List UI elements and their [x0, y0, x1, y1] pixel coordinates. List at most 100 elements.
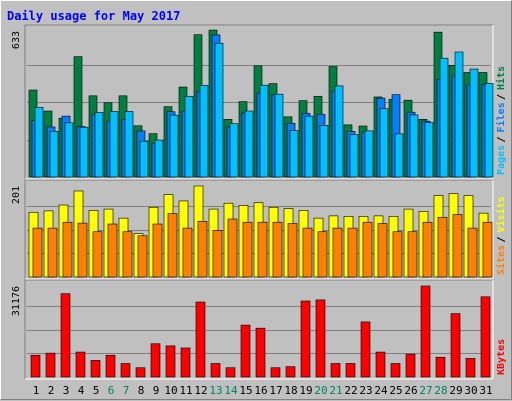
- y-max-label-2: 201: [11, 186, 22, 204]
- bar-sites-day-14: [227, 218, 238, 278]
- bar-pages-day-17: [274, 93, 284, 178]
- y-max-label-3: 31176: [11, 286, 22, 316]
- bar-kbytes-day-1: [30, 354, 41, 378]
- legend-separator-1-1: /: [496, 94, 507, 100]
- bar-pages-day-30: [469, 68, 479, 178]
- bar-pages-day-18: [289, 130, 299, 178]
- legend-hits: Hits: [495, 66, 507, 90]
- bar-pages-day-16: [259, 84, 269, 178]
- x-tick-label-day-16: 16: [254, 384, 267, 397]
- bar-pages-day-3: [64, 122, 74, 178]
- x-tick-label-day-8: 8: [138, 384, 145, 397]
- bar-kbytes-day-19: [300, 300, 311, 378]
- bar-pages-day-6: [109, 111, 119, 178]
- bar-kbytes-day-23: [360, 321, 371, 378]
- bar-kbytes-day-20: [315, 299, 326, 378]
- bar-kbytes-day-9: [150, 343, 161, 378]
- legend-pages: Pages: [496, 145, 507, 175]
- x-tick-label-day-25: 25: [389, 384, 402, 397]
- bar-kbytes-day-27: [420, 285, 431, 378]
- bar-sites-day-25: [392, 231, 403, 278]
- x-tick-label-day-4: 4: [78, 384, 85, 397]
- bar-sites-day-22: [347, 227, 358, 278]
- bar-pages-day-5: [94, 112, 104, 178]
- x-tick-label-day-11: 11: [179, 384, 192, 397]
- bar-pages-day-31: [484, 83, 494, 178]
- x-tick-label-day-13: 13: [209, 384, 222, 397]
- bar-kbytes-day-17: [270, 367, 281, 378]
- bar-sites-day-3: [62, 221, 73, 278]
- bar-sites-day-6: [107, 223, 118, 278]
- bar-pages-day-12: [199, 85, 209, 178]
- x-tick-label-day-1: 1: [33, 384, 40, 397]
- bar-pages-day-15: [244, 110, 254, 178]
- bar-pages-day-11: [184, 95, 194, 178]
- bar-kbytes-day-15: [240, 324, 251, 378]
- bar-kbytes-day-29: [450, 313, 461, 378]
- bar-pages-day-29: [454, 51, 464, 178]
- legend-visits: Visits: [495, 196, 507, 232]
- bar-sites-day-28: [437, 216, 448, 278]
- x-tick-label-day-12: 12: [194, 384, 207, 397]
- bar-pages-day-8: [139, 140, 149, 178]
- chart-title: Daily usage for May 2017: [7, 9, 180, 23]
- bar-sites-day-11: [182, 227, 193, 278]
- x-tick-label-day-24: 24: [374, 384, 388, 397]
- bar-pages-day-23: [364, 130, 374, 178]
- x-tick-label-day-21: 21: [329, 384, 342, 397]
- bar-pages-day-27: [424, 122, 434, 178]
- bar-kbytes-day-16: [255, 327, 266, 378]
- x-tick-label-day-7: 7: [123, 384, 130, 397]
- x-tick-label-day-26: 26: [404, 384, 417, 397]
- bar-pages-day-7: [124, 111, 134, 178]
- x-tick-label-day-3: 3: [63, 384, 70, 397]
- bar-kbytes-day-13: [210, 363, 221, 378]
- bar-kbytes-day-31: [480, 296, 491, 378]
- bar-pages-day-19: [304, 115, 314, 178]
- bar-sites-day-7: [122, 231, 133, 278]
- bar-sites-day-12: [197, 221, 208, 278]
- bar-kbytes-day-12: [195, 301, 206, 378]
- legend-files: Files: [495, 102, 507, 132]
- bar-kbytes-day-30: [465, 358, 476, 378]
- x-tick-label-day-29: 29: [449, 384, 462, 397]
- bar-kbytes-day-18: [285, 366, 296, 378]
- bar-kbytes-day-10: [165, 345, 176, 378]
- bar-kbytes-day-11: [180, 347, 191, 378]
- legend-sites: Sites: [495, 245, 507, 275]
- x-tick-label-day-19: 19: [299, 384, 312, 397]
- bar-sites-day-9: [152, 223, 163, 278]
- y-max-label-1: 633: [11, 31, 22, 49]
- bar-kbytes-day-21: [330, 363, 341, 378]
- bar-kbytes-day-2: [45, 352, 56, 378]
- x-tick-label-day-28: 28: [434, 384, 447, 397]
- bar-kbytes-day-24: [375, 351, 386, 378]
- x-tick-label-day-30: 30: [464, 384, 477, 397]
- x-tick-label-day-5: 5: [93, 384, 100, 397]
- legend-separator-1-0: /: [496, 136, 507, 142]
- bar-sites-day-15: [242, 221, 253, 278]
- bar-sites-day-17: [272, 221, 283, 278]
- bar-pages-day-20: [319, 125, 329, 178]
- bar-sites-day-29: [452, 214, 463, 278]
- x-tick-label-day-15: 15: [239, 384, 252, 397]
- bar-sites-day-1: [32, 227, 43, 278]
- x-tick-label-day-18: 18: [284, 384, 297, 397]
- bar-kbytes-day-28: [435, 356, 446, 378]
- bar-kbytes-day-8: [135, 367, 146, 378]
- legend-kbytes: KBytes: [496, 339, 507, 375]
- bar-kbytes-day-25: [390, 363, 401, 378]
- bar-pages-day-13: [214, 42, 224, 178]
- bar-pages-day-10: [169, 114, 179, 178]
- bar-pages-day-21: [334, 85, 344, 178]
- bar-sites-day-27: [422, 221, 433, 278]
- x-tick-label-day-27: 27: [419, 384, 432, 397]
- x-tick-label-day-9: 9: [153, 384, 160, 397]
- bar-kbytes-day-14: [225, 367, 236, 378]
- bar-pages-day-2: [49, 131, 59, 178]
- bar-pages-day-26: [409, 114, 419, 178]
- bar-kbytes-day-3: [60, 293, 71, 378]
- bar-sites-day-10: [167, 213, 178, 278]
